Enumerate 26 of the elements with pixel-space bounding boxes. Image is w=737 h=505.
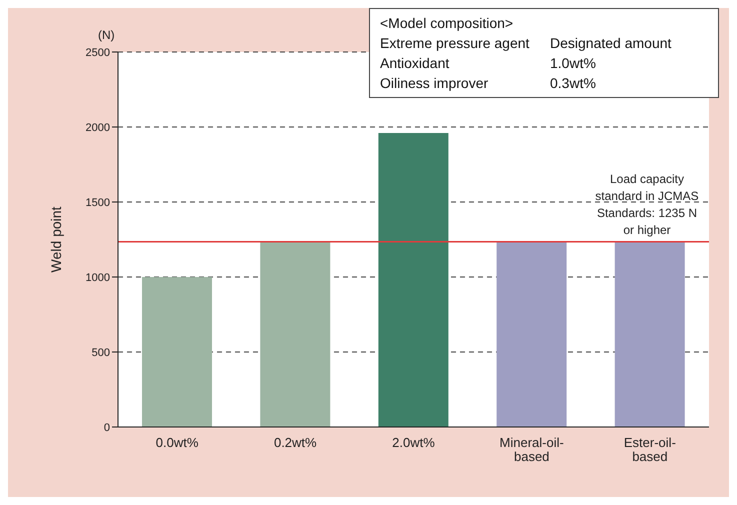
annotation: Antioxidant (380, 54, 450, 73)
text: (N) (98, 28, 115, 42)
x-tick-label: 0.0wt% (156, 435, 199, 450)
x-tick-label: Mineral-oil-based (500, 435, 564, 464)
x-tick-label: Ester-oil-based (624, 435, 676, 464)
annotation: 0.3wt% (550, 74, 596, 93)
bar (614, 242, 685, 427)
y-axis-title: Weld point (48, 206, 64, 272)
x-tick-label: 2.0wt% (392, 435, 436, 450)
text: Designated amount (550, 35, 672, 51)
annotation: 1.0wt% (550, 54, 596, 73)
bar (378, 133, 448, 427)
y-tick-label: 2500 (86, 46, 110, 59)
bar (260, 242, 330, 427)
x-tick-label: 0.2wt% (274, 435, 318, 450)
annotation: Oiliness improver (380, 74, 490, 93)
text: <Model composition> (380, 15, 514, 31)
y-tick-label: 0 (104, 422, 110, 434)
text: Extreme pressure agent (380, 35, 530, 51)
y-tick-label: 2000 (86, 122, 110, 134)
y-tick-label: 1000 (86, 272, 110, 284)
ref-line-label: Load capacity standard in JCMAS Standards: 1235 N or higher (595, 172, 699, 237)
bar (142, 277, 212, 427)
y-tick-label: 500 (92, 346, 110, 359)
y-tick-label: 1500 (86, 196, 110, 209)
bar (496, 242, 567, 427)
